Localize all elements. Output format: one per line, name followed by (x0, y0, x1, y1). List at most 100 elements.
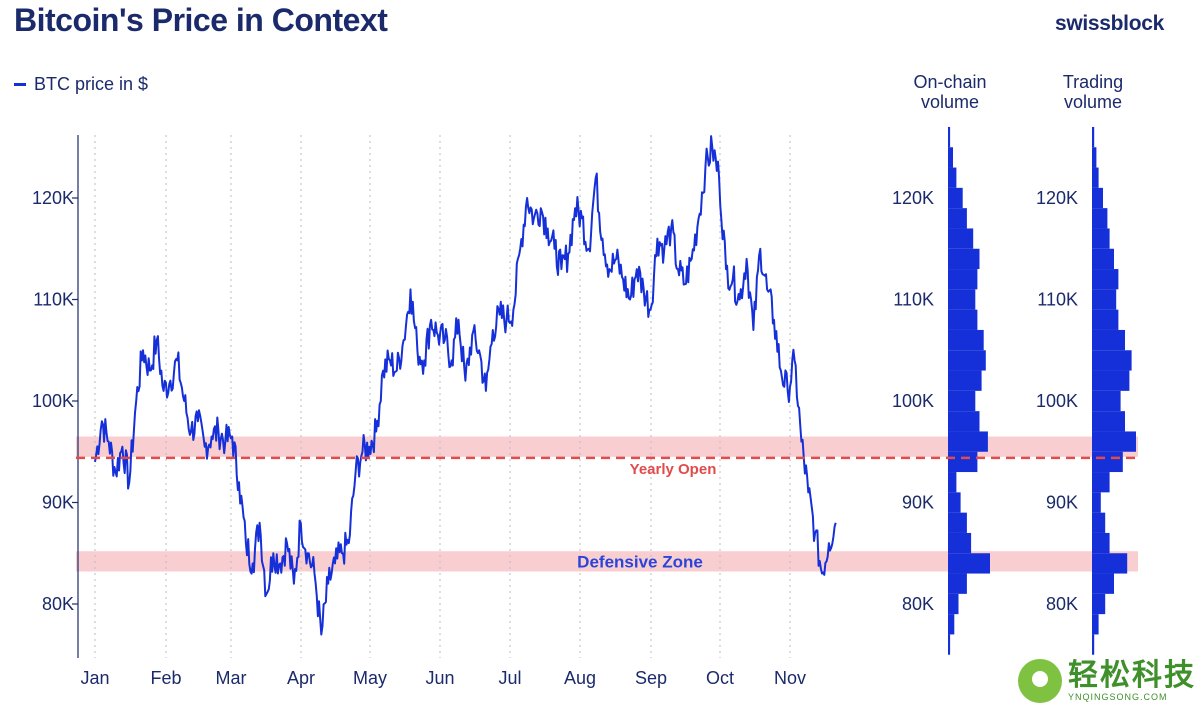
trading-bar (1092, 634, 1095, 655)
onchain-title-line1: On-chain (913, 72, 987, 92)
trading-bar (1092, 228, 1110, 249)
trading-bar (1092, 167, 1099, 188)
x-tick-label: Feb (150, 668, 181, 688)
trading-y-tick-label: 80K (1046, 594, 1078, 614)
brand-logo: swissblock (1054, 12, 1164, 35)
onchain-bar (948, 553, 990, 574)
price-line-layer (94, 135, 837, 636)
onchain-bar (948, 411, 980, 432)
trading-y-tick-label: 120K (1036, 188, 1078, 208)
btc-price-line (94, 135, 837, 636)
trading-y-tick-label: 90K (1046, 493, 1078, 513)
trading-title-line1: Trading (1062, 72, 1124, 92)
defensive-zone-label: Defensive Zone (577, 552, 703, 571)
x-tick-label: Jul (498, 668, 521, 688)
trading-volume-profile: 80K 90K 100K 110K 120K (1036, 126, 1136, 655)
onchain-bar (948, 147, 953, 168)
trading-bar (1092, 350, 1132, 371)
onchain-bar (948, 329, 984, 351)
trading-bar (1092, 532, 1110, 554)
onchain-y-tick-label: 110K (893, 290, 934, 310)
onchain-bar (948, 269, 978, 290)
onchain-volume-title: On-chain volume (890, 72, 1010, 112)
trading-bar (1092, 614, 1099, 635)
onchain-bar (948, 431, 988, 452)
x-tick-label: Nov (774, 668, 806, 688)
onchain-bar (948, 370, 982, 391)
watermark-logo-icon (1018, 659, 1062, 703)
onchain-volume-profile: 80K 90K 100K 110K 120K (892, 126, 990, 655)
onchain-bar (948, 309, 978, 330)
x-tick-label: Oct (706, 668, 734, 688)
trading-bar (1092, 553, 1128, 574)
x-tick-label: Jun (425, 668, 454, 688)
trading-bar (1092, 472, 1110, 493)
onchain-bar (948, 187, 963, 209)
trading-bar (1092, 512, 1106, 533)
label-layer: Yearly Open Defensive Zone (76, 456, 1138, 571)
trading-bar (1092, 289, 1117, 310)
onchain-bar (948, 532, 972, 554)
onchain-y-tick-label: 90K (902, 493, 934, 513)
watermark-text: 轻松科技 (1068, 659, 1196, 692)
x-tick-label: Aug (564, 668, 596, 688)
onchain-bar (948, 512, 967, 533)
onchain-bar (948, 614, 955, 635)
trading-bar (1092, 492, 1101, 513)
trading-bar (1092, 411, 1125, 432)
trading-bar (1092, 593, 1106, 615)
defensive-zone-band (76, 551, 1138, 572)
onchain-bar (948, 126, 951, 148)
axis-layer: 80K 90K 100K 110K 120K Jan Feb Mar Apr May Jun Jul A… (32, 135, 806, 688)
chart-title: Bitcoin's Price in Context (14, 2, 388, 38)
legend-swatch (14, 83, 26, 86)
trading-bar (1092, 248, 1114, 270)
trading-bar (1092, 370, 1130, 391)
watermark-subtext: YNQINGSONG.COM (1068, 692, 1168, 702)
onchain-bar (948, 472, 957, 493)
onchain-bar (948, 573, 967, 594)
yearly-open-label: Yearly Open (630, 461, 717, 478)
trading-y-tick-label: 110K (1037, 290, 1078, 310)
trading-bar (1092, 309, 1119, 330)
trading-bar (1092, 451, 1123, 473)
onchain-bar (948, 634, 951, 655)
trading-volume-title: Trading volume (1033, 72, 1153, 112)
onchain-bar (948, 593, 959, 615)
y-tick-label: 80K (42, 594, 74, 614)
onchain-bar (948, 390, 976, 412)
trading-bar (1092, 431, 1136, 452)
onchain-bar (948, 248, 980, 270)
onchain-bar (948, 208, 967, 229)
onchain-bar (948, 492, 961, 513)
x-tick-label: Sep (635, 668, 667, 688)
y-tick-label: 110K (33, 290, 74, 310)
grid-layer (94, 135, 791, 658)
trading-title-line2: volume (1063, 92, 1123, 112)
trading-y-tick-label: 100K (1036, 391, 1078, 411)
onchain-title-line2: volume (920, 92, 980, 112)
x-tick-label: May (353, 668, 387, 688)
x-tick-label: Jan (80, 668, 109, 688)
trading-bar (1092, 269, 1119, 290)
resistance-zone-band (76, 436, 1138, 457)
legend-label: BTC price in $ (34, 74, 149, 94)
onchain-bar (948, 350, 986, 371)
onchain-y-tick-label: 120K (892, 188, 934, 208)
trading-bar (1092, 390, 1121, 412)
x-tick-label: Apr (287, 668, 315, 688)
onchain-bar (948, 289, 976, 310)
legend: BTC price in $ (14, 74, 148, 95)
trading-bar (1092, 147, 1097, 168)
watermark: 轻松科技 YNQINGSONG.COM (1018, 659, 1196, 703)
trading-bar (1092, 126, 1095, 148)
y-tick-label: 90K (42, 493, 74, 513)
x-tick-label: Mar (216, 668, 247, 688)
onchain-y-tick-label: 80K (902, 594, 934, 614)
onchain-bar (948, 228, 974, 249)
onchain-y-tick-label: 100K (892, 391, 934, 411)
trading-bar (1092, 187, 1103, 209)
onchain-bar (948, 451, 978, 473)
trading-bar (1092, 329, 1125, 351)
